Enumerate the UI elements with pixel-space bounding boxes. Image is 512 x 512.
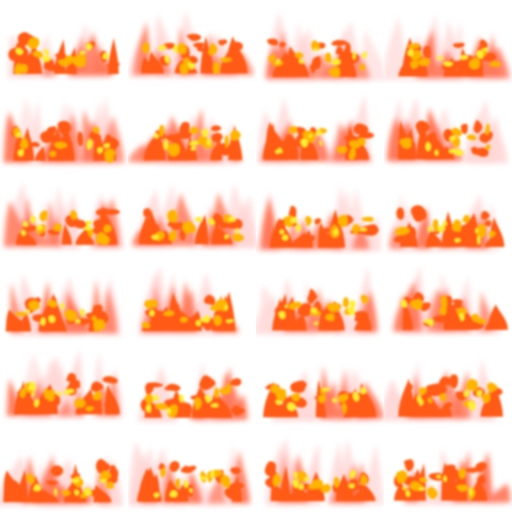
flame-frame xyxy=(0,341,128,426)
flame-sprite xyxy=(393,265,508,334)
flame-sprite xyxy=(384,13,511,81)
flame-sprite xyxy=(265,11,384,81)
flame-sprite xyxy=(256,184,381,252)
flame-sprite xyxy=(0,449,123,506)
flame-sprite xyxy=(6,348,124,419)
flame-frame xyxy=(0,85,128,170)
flame-frame xyxy=(0,427,128,512)
flame-frame xyxy=(128,256,256,341)
flame-frame xyxy=(128,427,256,512)
flame-sprite xyxy=(138,360,248,423)
flame-sprite xyxy=(263,365,384,422)
flame-sprite xyxy=(128,10,254,78)
flame-sprite xyxy=(256,265,378,335)
flame-frame xyxy=(128,171,256,256)
flame-sprite xyxy=(257,94,375,165)
flame-sprite xyxy=(3,96,127,166)
flame-sprite xyxy=(386,97,508,164)
flame-sprite xyxy=(7,23,120,79)
flame-frame xyxy=(256,0,384,85)
flame-sprite xyxy=(393,447,511,505)
flame-sprite xyxy=(388,192,505,251)
flame-sprite xyxy=(3,181,124,249)
flame-frame xyxy=(256,171,384,256)
flame-frame xyxy=(128,85,256,170)
flame-sprite xyxy=(138,266,239,335)
flame-frame xyxy=(0,0,128,85)
flame-frame xyxy=(384,0,512,85)
flame-frame xyxy=(256,85,384,170)
flame-frame xyxy=(384,171,512,256)
flame-frame xyxy=(0,256,128,341)
flame-frame xyxy=(128,0,256,85)
flame-frame xyxy=(384,427,512,512)
flame-frame xyxy=(384,341,512,426)
flame-frame xyxy=(128,341,256,426)
flame-sprite xyxy=(128,440,251,506)
flame-frame xyxy=(384,256,512,341)
flame-frame xyxy=(256,256,384,341)
flame-sprite xyxy=(128,108,243,165)
flame-frame xyxy=(256,341,384,426)
flame-sprite xyxy=(264,437,383,505)
flame-sprite xyxy=(5,273,121,336)
flame-sprite xyxy=(132,182,256,248)
flame-sprite xyxy=(384,358,503,422)
flame-frame xyxy=(256,427,384,512)
flame-frame xyxy=(384,85,512,170)
flame-frame xyxy=(0,171,128,256)
